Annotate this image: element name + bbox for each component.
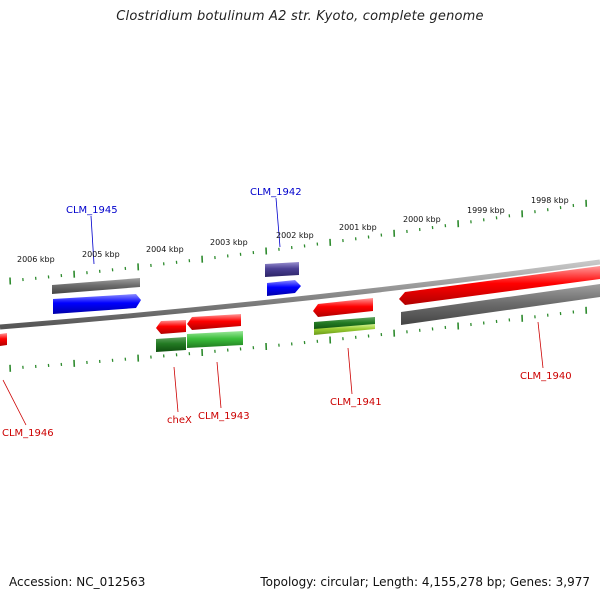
gene-CLM_1940 [399,266,600,305]
ruler-label: 1999 kbp [467,206,505,215]
ruler-ticks [9,199,588,372]
leader-cheX [173,366,179,413]
gene-CLM_1946 [0,333,7,346]
ruler-label: 2001 kbp [339,223,377,232]
map-title: Clostridium botulinum A2 str. Kyoto, com… [116,9,484,24]
accession-text: Accession: NC_012563 [9,575,146,589]
gene-CLM_1945-cog [52,278,140,294]
genome-summary-text: Topology: circular; Length: 4,155,278 bp… [260,575,590,589]
gene-CLM_1945 [53,294,141,314]
gene-cheX-cog [156,337,186,352]
ruler-label: 2005 kbp [82,250,120,259]
gene-CLM_1942-rna [265,262,299,277]
gene-CLM_1943 [187,314,241,330]
leader-CLM_1945 [90,215,95,265]
gene-CLM_1941-cog [314,317,375,335]
ruler-label: 2002 kbp [276,231,314,240]
gene-CLM_1942 [267,280,301,296]
gene-CLM_1943-cog [187,331,243,348]
ruler-label: 2003 kbp [210,238,248,247]
gene-label: CLM_1946 [2,428,54,439]
leader-CLM_1941 [347,347,353,395]
ruler-labels: 2006 kbp 2005 kbp 2004 kbp 2003 kbp 2002… [17,196,569,264]
leader-CLM_1942 [275,197,281,248]
ruler-label: 2004 kbp [146,245,184,254]
gene-CLM_1940-cog [401,284,600,325]
leader-CLM_1946 [2,379,27,426]
genome-backbone [0,259,600,330]
gene-label: cheX [167,415,192,426]
ruler-label: 2006 kbp [17,255,55,264]
gene-CLM_1941 [313,298,373,317]
ruler-label: 2000 kbp [403,215,441,224]
ruler-label: 1998 kbp [531,196,569,205]
leader-CLM_1940 [537,321,544,369]
gene-labels: CLM_1945 CLM_1942 CLM_1946 cheX CLM_1943… [2,187,572,439]
gene-cheX [156,320,186,334]
gene-label: CLM_1940 [520,371,572,382]
gene-label: CLM_1942 [250,187,302,198]
gene-label: CLM_1943 [198,411,250,422]
gene-label: CLM_1945 [66,205,118,216]
gene-label: CLM_1941 [330,397,382,408]
leader-CLM_1943 [216,361,222,409]
